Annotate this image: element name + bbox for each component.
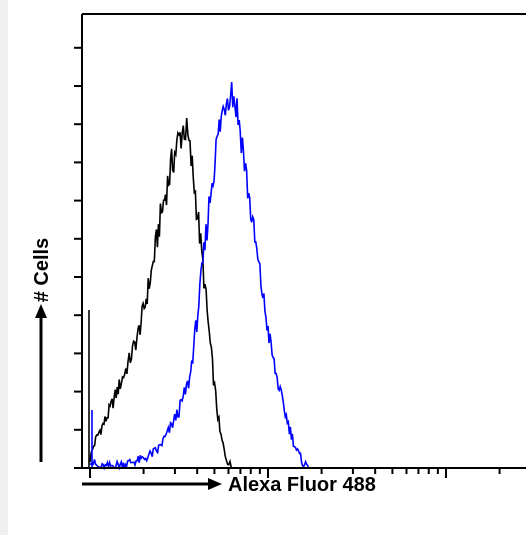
y-axis-label: # Cells xyxy=(31,238,53,302)
y-axis-arrowhead xyxy=(35,304,47,318)
x-axis-label-group: Alexa Fluor 488 xyxy=(82,474,376,496)
histogram-series-1 xyxy=(89,118,233,469)
chart-figure: # Cells Alexa Fluor 488 xyxy=(8,0,526,535)
x-axis-arrowhead xyxy=(208,478,222,490)
histogram-series-2 xyxy=(89,82,311,471)
y-axis-ticks xyxy=(74,46,82,469)
y-axis-label-group: # Cells xyxy=(31,238,53,462)
histogram-chart: # Cells Alexa Fluor 488 xyxy=(31,13,526,496)
series-layer xyxy=(88,82,311,471)
x-axis-ticks xyxy=(89,468,501,478)
x-axis-label: Alexa Fluor 488 xyxy=(228,474,376,496)
